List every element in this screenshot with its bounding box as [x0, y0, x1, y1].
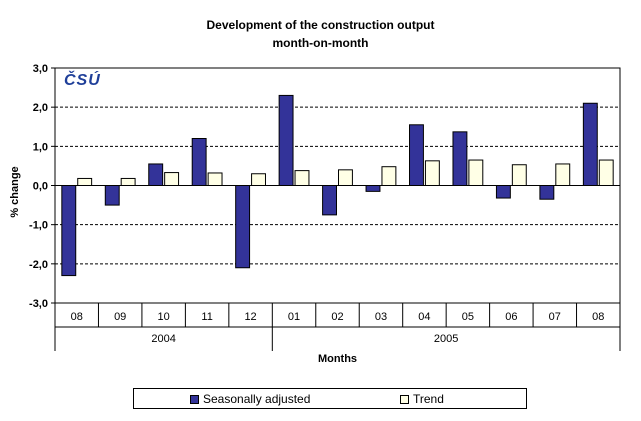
- bar-seasonally-adjusted: [61, 185, 77, 277]
- bar-seasonally-adjusted: [365, 185, 381, 192]
- bar-trend: [511, 164, 527, 187]
- bar-trend: [120, 177, 136, 186]
- bar-seasonally-adjusted: [191, 138, 207, 186]
- bar-seasonally-adjusted: [452, 131, 468, 186]
- x-tick-label: 05: [462, 311, 474, 323]
- bar-trend: [294, 170, 310, 187]
- bar-seasonally-adjusted: [409, 124, 424, 186]
- bar-trend: [468, 159, 484, 187]
- csu-logo: ČSÚ: [64, 72, 101, 89]
- legend-item-seasonally-adjusted: Seasonally adjusted: [190, 392, 310, 406]
- year-label: 2004: [151, 333, 175, 345]
- x-tick-label: 02: [331, 311, 343, 323]
- legend-label-trend: Trend: [413, 392, 444, 406]
- legend-label-seasonally-adjusted: Seasonally adjusted: [203, 392, 311, 406]
- bar-trend: [598, 159, 614, 187]
- y-tick-label: 1,0: [33, 141, 48, 153]
- x-tick-label: 06: [505, 311, 517, 323]
- bar-trend: [251, 173, 266, 186]
- chart-title: Development of the construction output: [206, 18, 435, 32]
- bar-seasonally-adjusted: [235, 185, 251, 269]
- y-tick-label: 2,0: [33, 102, 48, 114]
- x-tick-label: 11: [201, 311, 212, 323]
- legend-item-trend: Trend: [400, 392, 444, 406]
- year-label: 2005: [434, 333, 458, 345]
- bar-trend: [207, 172, 223, 186]
- bar-trend: [555, 163, 571, 186]
- x-tick-label: 07: [549, 311, 561, 323]
- bar-seasonally-adjusted: [104, 185, 120, 206]
- x-tick-label: 03: [375, 311, 387, 323]
- y-tick-label: -3,0: [29, 298, 48, 310]
- legend-swatch-trend: [400, 394, 409, 404]
- bar-trend: [381, 166, 397, 186]
- x-tick-label: 01: [288, 311, 300, 323]
- y-tick-label: -2,0: [29, 259, 48, 271]
- y-tick-label: 0,0: [33, 181, 48, 193]
- bar-trend: [338, 169, 353, 186]
- bar-seasonally-adjusted: [278, 94, 294, 186]
- bar-seasonally-adjusted: [539, 185, 555, 200]
- legend: Seasonally adjusted Trend: [133, 388, 527, 409]
- x-axis-label: Months: [317, 353, 358, 365]
- bar-seasonally-adjusted: [322, 185, 338, 216]
- x-tick-label: 08: [71, 311, 83, 323]
- bar-trend: [424, 160, 440, 186]
- x-tick-label: 09: [114, 311, 126, 323]
- x-tick-label: 08: [592, 311, 604, 323]
- legend-swatch-seasonally-adjusted: [190, 394, 199, 404]
- x-tick-label: 04: [418, 311, 430, 323]
- y-tick-label: -1,0: [29, 220, 48, 232]
- bar-trend: [77, 177, 93, 186]
- bar-seasonally-adjusted: [148, 163, 164, 186]
- bar-trend: [164, 172, 180, 186]
- x-tick-label: 12: [244, 311, 256, 323]
- bar-seasonally-adjusted: [495, 185, 511, 199]
- y-tick-label: 3,0: [33, 63, 48, 75]
- bar-seasonally-adjusted: [582, 102, 598, 186]
- chart-subtitle: month-on-month: [272, 36, 369, 50]
- x-tick-label: 10: [158, 311, 170, 323]
